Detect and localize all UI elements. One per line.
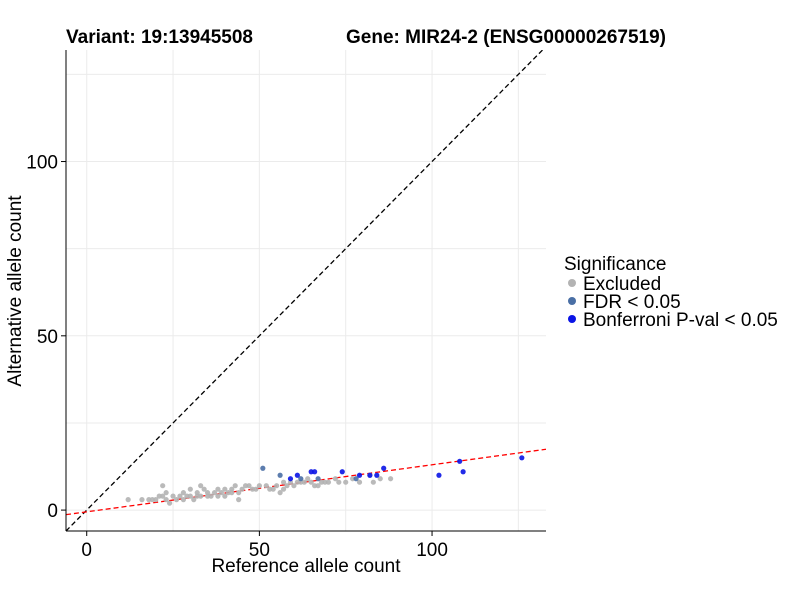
point-excluded: [246, 483, 252, 489]
point-excluded: [222, 486, 228, 492]
point-excluded: [356, 479, 363, 485]
point-excluded: [187, 493, 193, 499]
point-excluded: [180, 497, 187, 503]
point-excluded: [263, 483, 269, 489]
point-bonferroni-p-val-0-05: [460, 469, 466, 475]
point-fdr-0-05: [260, 465, 266, 471]
point-excluded: [343, 479, 349, 485]
point-excluded: [166, 500, 173, 506]
point-excluded: [370, 479, 376, 485]
point-excluded: [160, 493, 166, 499]
point-excluded: [222, 493, 228, 499]
point-bonferroni-p-val-0-05: [381, 465, 387, 471]
y-axis-label: Alternative allele count: [5, 195, 26, 387]
point-excluded: [315, 483, 321, 489]
point-excluded: [208, 493, 214, 499]
point-excluded: [308, 479, 314, 485]
y-tick-label: 0: [47, 501, 58, 522]
point-fdr-0-05: [315, 476, 321, 482]
axis-ticks: 0 50 100 0 50 100: [26, 153, 448, 561]
point-excluded: [274, 483, 280, 489]
x-tick-label: 50: [249, 540, 270, 561]
point-bonferroni-p-val-0-05: [312, 469, 318, 475]
point-excluded: [280, 479, 287, 485]
chart-title-variant: Variant: 19:13945508: [66, 27, 253, 48]
point-excluded: [280, 486, 287, 492]
point-excluded: [215, 493, 221, 499]
x-tick-label: 0: [81, 540, 92, 561]
x-axis-label: Reference allele count: [211, 556, 401, 577]
identity-line: [66, 50, 544, 531]
point-excluded: [336, 479, 342, 485]
point-excluded: [277, 490, 283, 496]
point-excluded: [211, 490, 218, 496]
point-excluded: [180, 490, 187, 496]
point-excluded: [284, 483, 290, 489]
point-excluded: [201, 486, 207, 492]
point-fdr-0-05: [298, 476, 304, 482]
point-excluded: [163, 497, 169, 503]
y-tick-label: 100: [26, 153, 58, 174]
legend-label: Excluded: [583, 274, 661, 295]
point-excluded: [291, 483, 297, 489]
point-bonferroni-p-val-0-05: [356, 472, 363, 478]
legend-marker: [568, 315, 576, 323]
point-excluded: [325, 479, 332, 485]
point-excluded: [160, 483, 166, 489]
data-points: [125, 455, 525, 506]
legend-marker: [568, 279, 576, 287]
reference-lines: [66, 50, 546, 531]
point-excluded: [198, 483, 204, 489]
point-excluded: [153, 497, 159, 503]
point-fdr-0-05: [353, 476, 359, 482]
point-excluded: [253, 486, 259, 492]
point-bonferroni-p-val-0-05: [294, 472, 300, 478]
point-bonferroni-p-val-0-05: [519, 455, 525, 461]
point-bonferroni-p-val-0-05: [436, 472, 442, 478]
point-excluded: [125, 497, 131, 503]
y-tick-label: 50: [37, 327, 58, 348]
legend-label: Bonferroni P-val < 0.05: [583, 310, 778, 331]
point-bonferroni-p-val-0-05: [339, 469, 345, 475]
point-excluded: [301, 479, 307, 485]
point-excluded: [236, 490, 242, 496]
point-excluded: [191, 497, 197, 503]
point-excluded: [163, 490, 169, 496]
point-bonferroni-p-val-0-05: [457, 458, 463, 464]
point-excluded: [239, 486, 245, 492]
point-excluded: [270, 486, 276, 492]
point-excluded: [236, 497, 242, 503]
point-bonferroni-p-val-0-05: [287, 476, 294, 482]
point-excluded: [198, 493, 204, 499]
point-excluded: [139, 497, 145, 503]
point-excluded: [332, 476, 338, 482]
chart-title-gene: Gene: MIR24-2 (ENSG00000267519): [346, 27, 666, 48]
point-bonferroni-p-val-0-05: [374, 472, 380, 478]
x-tick-label: 100: [416, 540, 448, 561]
legend-label: FDR < 0.05: [583, 292, 681, 313]
point-excluded: [305, 476, 311, 482]
point-excluded: [173, 497, 180, 503]
point-excluded: [388, 476, 394, 482]
point-excluded: [232, 483, 238, 489]
point-excluded: [177, 493, 183, 499]
point-excluded: [377, 476, 383, 482]
legend-marker: [568, 297, 576, 305]
point-excluded: [218, 490, 224, 496]
point-fdr-0-05: [277, 472, 283, 478]
point-excluded: [187, 486, 193, 492]
point-bonferroni-p-val-0-05: [367, 472, 373, 478]
grid-lines: [66, 50, 546, 531]
point-excluded: [229, 490, 235, 496]
point-excluded: [256, 483, 262, 489]
point-excluded: [215, 486, 221, 492]
legend-title: Significance: [564, 254, 666, 275]
point-excluded: [170, 493, 176, 499]
